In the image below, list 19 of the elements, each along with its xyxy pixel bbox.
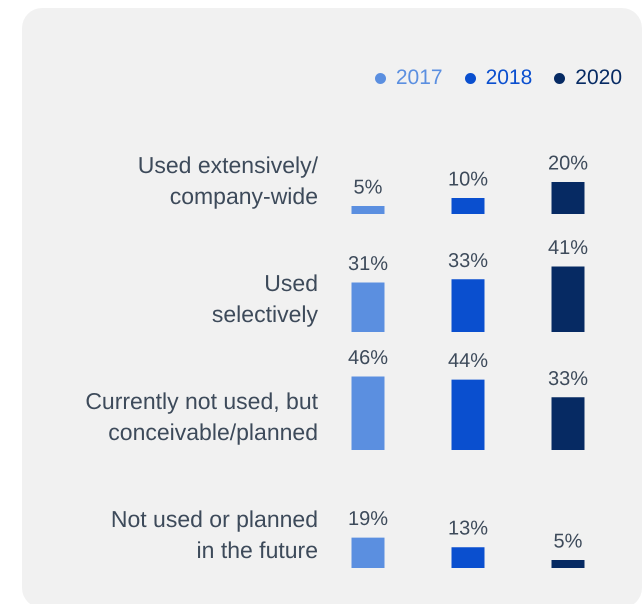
data-label: 20% [548,152,588,175]
data-label: 19% [348,508,388,530]
y-axis-title: Used extensively/ company-wide [136,151,318,211]
category-label: 2018 [486,66,532,90]
y-axis-title: Not used or planned in the future [110,505,318,565]
y-axis-title: Used selectively [210,269,318,329]
data-label: 33% [448,250,488,272]
data-label: 13% [448,518,488,540]
data-label: 5% [354,176,383,199]
data-label: 44% [448,350,488,372]
data-label: 31% [348,252,388,275]
data-label: 10% [448,168,488,191]
data-label: 41% [548,236,588,259]
data-label: 46% [348,346,388,369]
y-axis-title: Currently not used, but conceivable/planned [84,387,318,447]
category-label: 2017 [396,66,443,90]
data-label: 33% [548,368,588,390]
data-label: 5% [554,530,583,553]
category-label: 2020 [575,66,622,90]
